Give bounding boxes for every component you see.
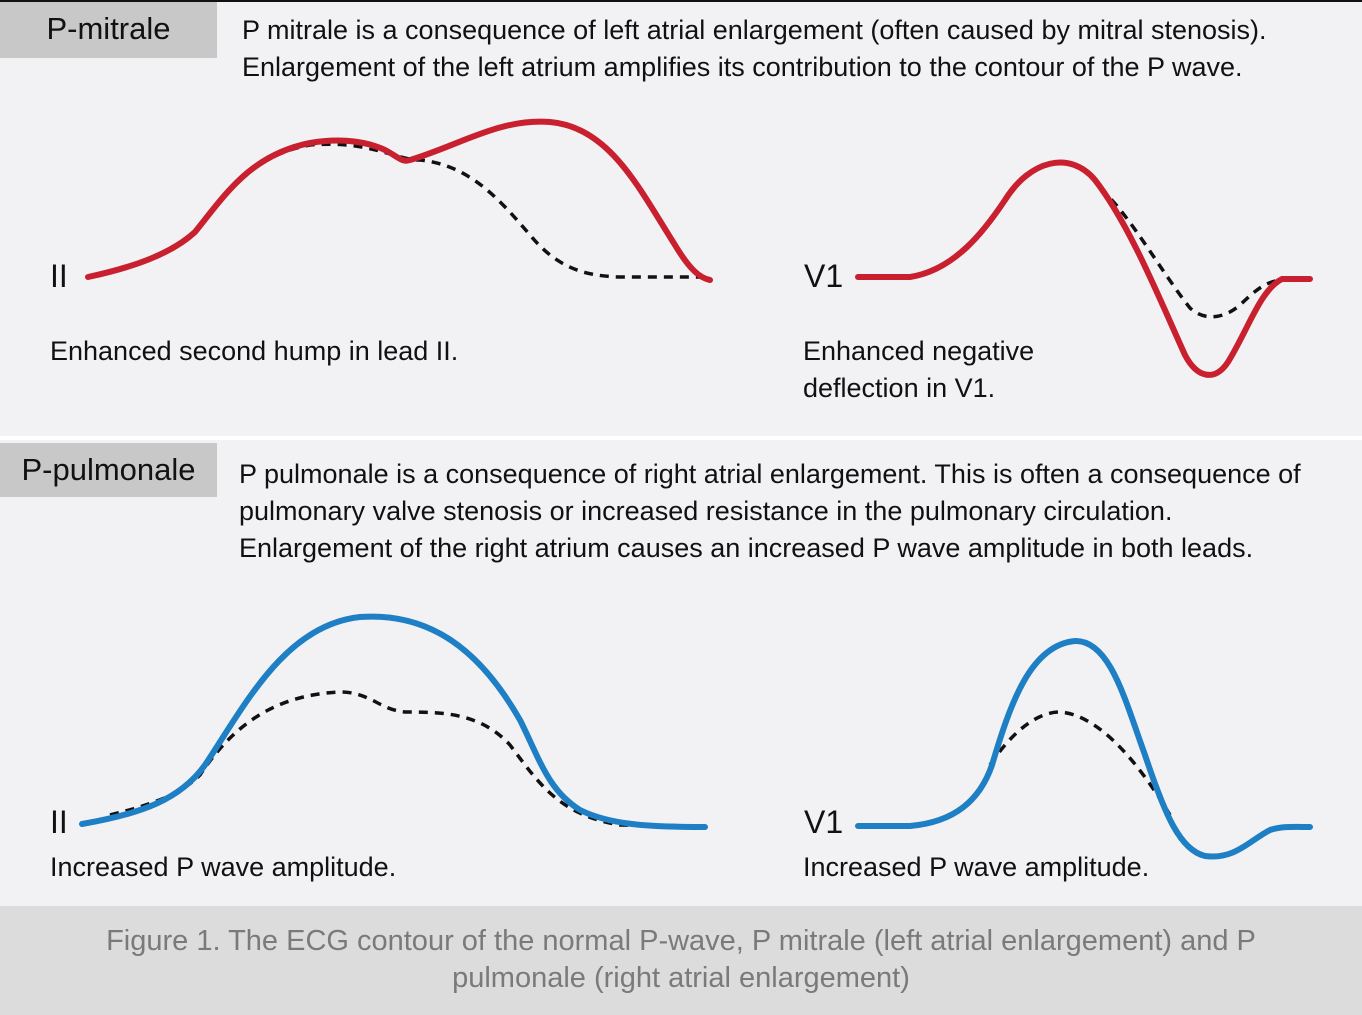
mitrale-ii-caption: Enhanced second hump in lead II. [50, 336, 459, 366]
p-pulmonale-description-line: Enlargement of the right atrium causes a… [239, 533, 1254, 563]
pulmonale-ii-p-pulmonale-wave [79, 613, 708, 830]
mitrale-v1-p-mitrale-wave [855, 159, 1313, 378]
p-pulmonale-waveforms [79, 613, 1313, 860]
mitrale-v1-caption: Enhanced negative deflection in V1. [803, 333, 1034, 407]
p-pulmonale-panel: P-pulmonale P pulmonale is a consequence… [0, 440, 1362, 906]
p-mitrale-waveforms [85, 118, 1313, 378]
pulmonale-lead-ii-label: II [50, 804, 68, 840]
figure-caption-bar [0, 906, 1362, 1015]
mitrale-ii-p-mitrale-wave [85, 118, 713, 283]
figure-caption-line: Figure 1. The ECG contour of the normal … [106, 925, 1256, 957]
top-rule [0, 0, 1362, 2]
figure-caption: Figure 1. The ECG contour of the normal … [40, 923, 1322, 997]
panel-divider [0, 436, 1362, 440]
pulmonale-lead-v1-label: V1 [804, 804, 844, 840]
mitrale-v1-normal-wave [1098, 186, 1286, 319]
mitrale-v1-caption-line: deflection in V1. [803, 373, 996, 403]
p-mitrale-description-line: Enlargement of the left atrium amplifies… [242, 52, 1243, 82]
p-pulmonale-tag: P-pulmonale [0, 443, 217, 497]
pulmonale-ii-normal-wave [109, 690, 706, 828]
p-pulmonale-description-line: P pulmonale is a consequence of right at… [239, 459, 1301, 489]
pulmonale-v1-normal-wave [988, 710, 1172, 816]
pulmonale-v1-caption: Increased P wave amplitude. [803, 852, 1150, 882]
p-mitrale-tag: P-mitrale [0, 2, 217, 58]
figure-caption-line: pulmonale (right atrial enlargement) [452, 962, 910, 994]
p-mitrale-panel: P-mitrale P mitrale is a consequence of … [0, 2, 1362, 436]
pulmonale-ii-caption: Increased P wave amplitude. [50, 852, 397, 882]
p-mitrale-description: P mitrale is a consequence of left atria… [242, 12, 1267, 86]
p-pulmonale-description: P pulmonale is a consequence of right at… [239, 456, 1301, 567]
p-pulmonale-description-line: pulmonary valve stenosis or increased re… [239, 496, 1173, 526]
mitrale-v1-caption-line: Enhanced negative [803, 336, 1035, 366]
mitrale-lead-v1-label: V1 [804, 258, 844, 294]
pulmonale-v1-p-pulmonale-wave [855, 637, 1313, 860]
p-mitrale-description-line: P mitrale is a consequence of left atria… [242, 15, 1267, 45]
mitrale-ii-normal-wave [193, 142, 700, 279]
mitrale-lead-ii-label: II [50, 258, 68, 294]
